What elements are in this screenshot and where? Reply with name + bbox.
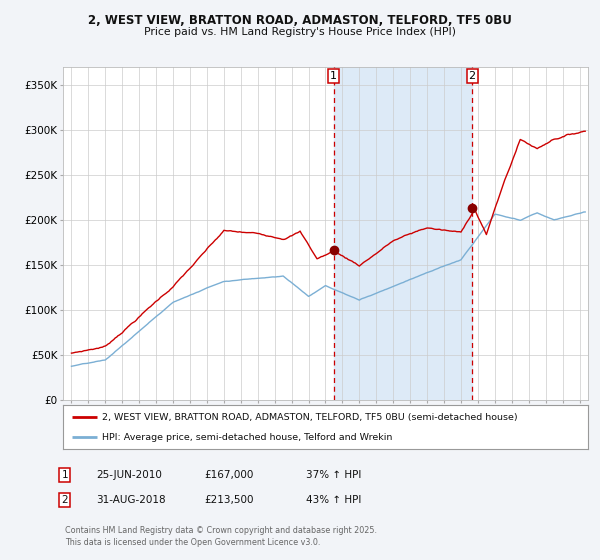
Text: Contains HM Land Registry data © Crown copyright and database right 2025.
This d: Contains HM Land Registry data © Crown c… bbox=[65, 526, 377, 547]
Text: £167,000: £167,000 bbox=[204, 470, 253, 480]
Text: 43% ↑ HPI: 43% ↑ HPI bbox=[306, 495, 361, 505]
Bar bbox=[334, 67, 472, 400]
Text: 2, WEST VIEW, BRATTON ROAD, ADMASTON, TELFORD, TF5 0BU: 2, WEST VIEW, BRATTON ROAD, ADMASTON, TE… bbox=[88, 14, 512, 27]
Text: £213,500: £213,500 bbox=[204, 495, 254, 505]
Text: 1: 1 bbox=[330, 71, 337, 81]
Text: 2: 2 bbox=[469, 71, 476, 81]
Text: 2: 2 bbox=[61, 495, 68, 505]
Text: Price paid vs. HM Land Registry's House Price Index (HPI): Price paid vs. HM Land Registry's House … bbox=[144, 27, 456, 37]
Text: 37% ↑ HPI: 37% ↑ HPI bbox=[306, 470, 361, 480]
Text: 31-AUG-2018: 31-AUG-2018 bbox=[96, 495, 166, 505]
Text: 2, WEST VIEW, BRATTON ROAD, ADMASTON, TELFORD, TF5 0BU (semi-detached house): 2, WEST VIEW, BRATTON ROAD, ADMASTON, TE… bbox=[103, 413, 518, 422]
Text: 25-JUN-2010: 25-JUN-2010 bbox=[96, 470, 162, 480]
Text: HPI: Average price, semi-detached house, Telford and Wrekin: HPI: Average price, semi-detached house,… bbox=[103, 433, 393, 442]
Text: 1: 1 bbox=[61, 470, 68, 480]
